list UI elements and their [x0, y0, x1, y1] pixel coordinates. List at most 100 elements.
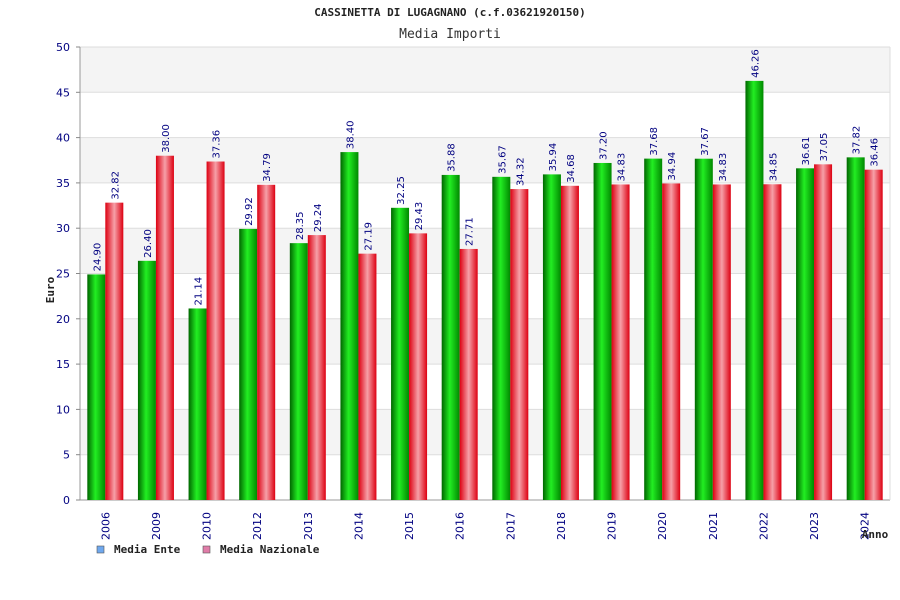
bar-media-nazionale — [257, 184, 276, 500]
bar-media-ente — [340, 152, 359, 500]
x-tick-label: 2010 — [201, 512, 214, 540]
y-tick-label: 40 — [56, 132, 70, 145]
y-tick-label: 0 — [63, 494, 70, 507]
x-tick-label: 2017 — [504, 512, 517, 540]
data-label: 36.61 — [801, 137, 812, 166]
bar-media-ente — [694, 158, 713, 501]
x-tick-label: 2023 — [808, 512, 821, 540]
bar-media-nazionale — [206, 161, 225, 500]
bar-media-nazionale — [560, 185, 579, 500]
y-tick-label: 30 — [56, 222, 70, 235]
data-label: 26.40 — [143, 229, 154, 258]
data-label: 34.85 — [768, 153, 779, 182]
x-tick-label: 2015 — [403, 512, 416, 540]
bar-media-ente — [391, 207, 410, 500]
data-label: 37.82 — [852, 126, 863, 155]
bar-media-ente — [239, 228, 258, 500]
x-tick-label: 2013 — [302, 512, 315, 540]
y-axis-label: Euro — [44, 276, 57, 303]
grid-band — [80, 92, 890, 138]
y-tick-label: 25 — [56, 268, 70, 281]
data-label: 37.36 — [212, 130, 223, 159]
bar-media-ente — [188, 308, 207, 500]
y-tick-label: 20 — [56, 313, 70, 326]
x-tick-label: 2014 — [352, 512, 365, 540]
y-tick-label: 10 — [56, 403, 70, 416]
data-label: 46.26 — [750, 49, 761, 78]
data-label: 34.68 — [566, 154, 577, 183]
bar-media-nazionale — [358, 253, 377, 500]
data-label: 27.71 — [465, 217, 476, 246]
bar-media-ente — [289, 243, 308, 501]
data-label: 35.88 — [447, 143, 458, 172]
bar-media-nazionale — [459, 248, 478, 500]
data-label: 37.05 — [819, 133, 830, 162]
legend: Media Ente Media Nazionale — [96, 543, 320, 556]
bar-media-ente — [87, 274, 106, 500]
data-label: 29.92 — [244, 197, 255, 226]
data-label: 34.32 — [515, 157, 526, 186]
data-label: 35.67 — [497, 145, 508, 174]
bar-media-nazionale — [763, 184, 782, 500]
data-label: 35.94 — [548, 143, 559, 172]
y-tick-label: 50 — [56, 41, 70, 54]
x-axis-label: Anno — [862, 528, 889, 541]
bar-media-ente — [492, 176, 511, 500]
bar-media-nazionale — [409, 233, 428, 500]
y-tick-label: 35 — [56, 177, 70, 190]
bar-media-ente — [796, 168, 815, 500]
data-label: 34.79 — [262, 153, 273, 182]
x-tick-label: 2020 — [656, 512, 669, 540]
legend-label: Media Ente — [114, 543, 181, 556]
x-tick-label: 2006 — [99, 512, 112, 540]
data-label: 37.20 — [599, 131, 610, 160]
bar-media-ente — [542, 174, 561, 500]
bars — [87, 80, 883, 501]
data-label: 29.24 — [313, 203, 324, 232]
bar-media-ente — [441, 174, 460, 501]
data-label: 32.82 — [110, 171, 121, 200]
bar-media-nazionale — [864, 169, 883, 500]
x-tick-label: 2009 — [150, 512, 163, 540]
data-label: 21.14 — [194, 277, 205, 306]
grid-band — [80, 47, 890, 93]
data-label: 34.83 — [617, 153, 628, 182]
x-tick-label: 2016 — [454, 512, 467, 540]
bar-media-nazionale — [155, 155, 174, 500]
bar-media-nazionale — [105, 202, 124, 500]
y-tick-label: 5 — [63, 449, 70, 462]
data-label: 37.67 — [700, 127, 711, 156]
bar-media-nazionale — [510, 189, 529, 501]
x-axis-ticks: 2006 2009 2010 2012 2013 2014 2015 2016 2017 2018… — [99, 512, 871, 540]
data-label: 38.00 — [161, 124, 172, 153]
bar-media-nazionale — [611, 184, 630, 501]
data-label: 29.43 — [414, 202, 425, 231]
bar-media-ente — [137, 260, 156, 500]
chart-subtitle: Media Importi — [399, 27, 501, 42]
y-tick-label: 15 — [56, 358, 70, 371]
bar-media-nazionale — [662, 183, 681, 500]
x-tick-label: 2012 — [251, 512, 264, 540]
legend-swatch — [202, 545, 211, 554]
legend-swatch — [96, 545, 105, 554]
value-labels: 24.90 32.82 26.40 38.00 21.14 37.36 29.92 34.79… — [92, 49, 880, 305]
x-tick-label: 2018 — [555, 512, 568, 540]
data-label: 24.90 — [92, 243, 103, 272]
legend-label: Media Nazionale — [220, 543, 320, 556]
bar-media-ente — [593, 162, 612, 500]
x-tick-label: 2019 — [606, 512, 619, 540]
y-tick-label: 45 — [56, 86, 70, 99]
bar-media-nazionale — [814, 164, 833, 500]
x-tick-label: 2024 — [859, 512, 872, 540]
data-label: 34.83 — [718, 153, 729, 182]
data-label: 36.46 — [870, 138, 881, 167]
x-tick-label: 2021 — [707, 512, 720, 540]
bar-media-ente — [644, 158, 663, 500]
chart-title: CASSINETTA DI LUGAGNANO (c.f.03621920150… — [314, 6, 586, 19]
data-label: 27.19 — [363, 222, 374, 251]
bar-media-ente — [846, 157, 865, 500]
x-tick-label: 2022 — [757, 512, 770, 540]
bar-media-nazionale — [307, 235, 326, 500]
